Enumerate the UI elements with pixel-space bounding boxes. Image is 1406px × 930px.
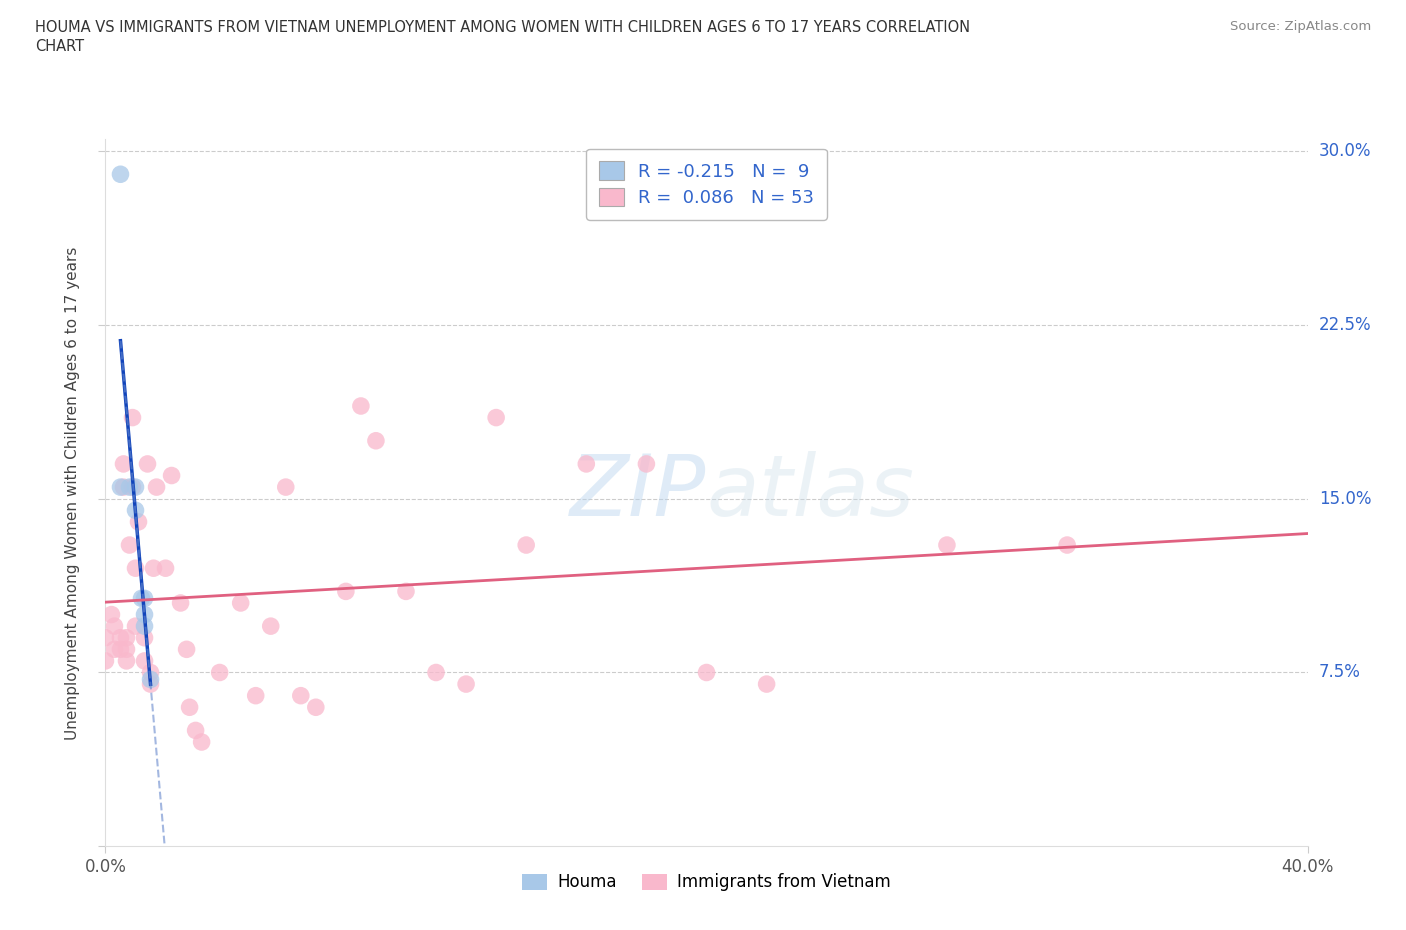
Point bbox=[103, 642, 125, 657]
Point bbox=[134, 618, 156, 633]
Point bbox=[696, 665, 718, 680]
Text: ZIP: ZIP bbox=[571, 451, 707, 535]
Point bbox=[575, 457, 598, 472]
Point bbox=[160, 468, 183, 483]
Point bbox=[936, 538, 959, 552]
Point bbox=[454, 677, 477, 692]
Point bbox=[136, 457, 159, 472]
Point bbox=[134, 591, 156, 605]
Point bbox=[118, 480, 141, 495]
Point bbox=[124, 480, 146, 495]
Text: HOUMA VS IMMIGRANTS FROM VIETNAM UNEMPLOYMENT AMONG WOMEN WITH CHILDREN AGES 6 T: HOUMA VS IMMIGRANTS FROM VIETNAM UNEMPLO… bbox=[35, 20, 970, 35]
Point bbox=[139, 665, 162, 680]
Point bbox=[179, 699, 201, 714]
Point bbox=[124, 561, 146, 576]
Point bbox=[112, 457, 135, 472]
Point bbox=[100, 607, 122, 622]
Point bbox=[128, 514, 150, 529]
Point bbox=[145, 480, 167, 495]
Point bbox=[139, 677, 162, 692]
Point bbox=[305, 699, 328, 714]
Point bbox=[103, 618, 125, 633]
Point bbox=[139, 672, 162, 687]
Point bbox=[1056, 538, 1078, 552]
Point bbox=[184, 723, 207, 737]
Point bbox=[229, 595, 252, 610]
Point bbox=[169, 595, 191, 610]
Point bbox=[176, 642, 198, 657]
Point bbox=[94, 654, 117, 669]
Point bbox=[425, 665, 447, 680]
Text: 30.0%: 30.0% bbox=[1319, 142, 1371, 160]
Point bbox=[118, 538, 141, 552]
Point bbox=[755, 677, 778, 692]
Point bbox=[515, 538, 537, 552]
Point bbox=[155, 561, 177, 576]
Point bbox=[124, 618, 146, 633]
Point bbox=[190, 735, 212, 750]
Text: CHART: CHART bbox=[35, 39, 84, 54]
Point bbox=[142, 561, 165, 576]
Point bbox=[260, 618, 283, 633]
Point bbox=[335, 584, 357, 599]
Text: 7.5%: 7.5% bbox=[1319, 663, 1361, 682]
Point bbox=[112, 480, 135, 495]
Point bbox=[350, 399, 373, 414]
Point bbox=[115, 642, 138, 657]
Text: Source: ZipAtlas.com: Source: ZipAtlas.com bbox=[1230, 20, 1371, 33]
Point bbox=[121, 480, 143, 495]
Legend: Houma, Immigrants from Vietnam: Houma, Immigrants from Vietnam bbox=[516, 867, 897, 898]
Point bbox=[110, 480, 132, 495]
Point bbox=[208, 665, 231, 680]
Y-axis label: Unemployment Among Women with Children Ages 6 to 17 years: Unemployment Among Women with Children A… bbox=[65, 246, 80, 739]
Point bbox=[395, 584, 418, 599]
Point bbox=[245, 688, 267, 703]
Point bbox=[115, 631, 138, 645]
Point bbox=[110, 166, 132, 181]
Point bbox=[134, 607, 156, 622]
Point bbox=[110, 631, 132, 645]
Point bbox=[94, 631, 117, 645]
Text: atlas: atlas bbox=[707, 451, 914, 535]
Point bbox=[115, 654, 138, 669]
Text: 22.5%: 22.5% bbox=[1319, 316, 1371, 334]
Point bbox=[110, 642, 132, 657]
Text: 15.0%: 15.0% bbox=[1319, 490, 1371, 508]
Point bbox=[134, 654, 156, 669]
Point bbox=[274, 480, 297, 495]
Point bbox=[121, 410, 143, 425]
Point bbox=[290, 688, 312, 703]
Point bbox=[124, 503, 146, 518]
Point bbox=[131, 591, 153, 605]
Point bbox=[364, 433, 387, 448]
Point bbox=[636, 457, 658, 472]
Point bbox=[485, 410, 508, 425]
Point bbox=[134, 631, 156, 645]
